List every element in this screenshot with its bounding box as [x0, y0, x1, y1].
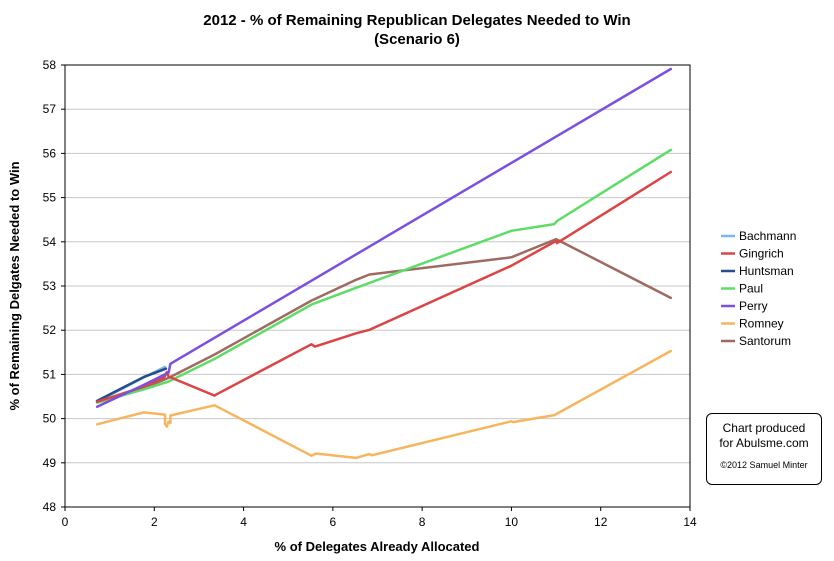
- series-line-gingrich: [95, 170, 673, 404]
- series-lines: [95, 67, 673, 460]
- legend-label-paul: Paul: [739, 282, 763, 296]
- chart-subtitle: (Scenario 6): [374, 31, 460, 48]
- x-tick-label: 12: [594, 515, 608, 529]
- x-tick-label: 2: [151, 515, 158, 529]
- x-tick-label: 0: [62, 515, 69, 529]
- y-tick-label: 55: [43, 191, 57, 205]
- y-tick-label: 56: [43, 146, 57, 160]
- y-tick-label: 52: [43, 323, 57, 337]
- x-tick-label: 14: [683, 515, 697, 529]
- y-tick-label: 54: [43, 235, 57, 249]
- y-tick-label: 58: [43, 58, 57, 72]
- y-tick-label: 48: [43, 500, 57, 514]
- x-axis-title: % of Delegates Already Allocated: [275, 539, 480, 554]
- legend-label-santorum: Santorum: [739, 334, 791, 348]
- y-tick-label: 51: [43, 367, 57, 381]
- credit-box: Chart produced for Abulsme.com ©2012 Sam…: [706, 413, 822, 485]
- y-tick-label: 53: [43, 279, 57, 293]
- credit-copyright: ©2012 Samuel Minter: [720, 460, 808, 470]
- series-line-huntsman: [95, 367, 168, 403]
- series-line-perry: [95, 67, 673, 408]
- legend-label-perry: Perry: [739, 299, 768, 313]
- series-line-paul: [95, 148, 673, 404]
- y-tick-label: 49: [43, 456, 57, 470]
- x-tick-label: 8: [419, 515, 426, 529]
- legend-label-huntsman: Huntsman: [739, 264, 794, 278]
- axis-ticks: 48 49 50 51 52 53 54 55 56 57 58 0 2 4 6 8 10 12 14: [43, 58, 697, 529]
- chart-title: 2012 - % of Remaining Republican Delegat…: [203, 12, 630, 29]
- y-tick-label: 57: [43, 102, 57, 116]
- legend-label-romney: Romney: [739, 317, 784, 331]
- x-tick-label: 10: [505, 515, 519, 529]
- series-line-santorum: [95, 237, 673, 404]
- legend-label-gingrich: Gingrich: [739, 247, 784, 261]
- legend: Bachmann Gingrich Huntsman Paul Perry Romney S…: [721, 229, 796, 348]
- credit-line-2: for Abulsme.com: [719, 436, 809, 450]
- y-axis-title: % of Remaining Delgates Needed to Win: [7, 161, 22, 410]
- x-tick-label: 6: [330, 515, 337, 529]
- x-tick-label: 4: [240, 515, 247, 529]
- y-tick-label: 50: [43, 412, 57, 426]
- legend-label-bachmann: Bachmann: [739, 229, 796, 243]
- gridlines: [65, 64, 690, 508]
- series-line-romney: [95, 349, 673, 460]
- credit-line-1: Chart produced: [722, 421, 806, 435]
